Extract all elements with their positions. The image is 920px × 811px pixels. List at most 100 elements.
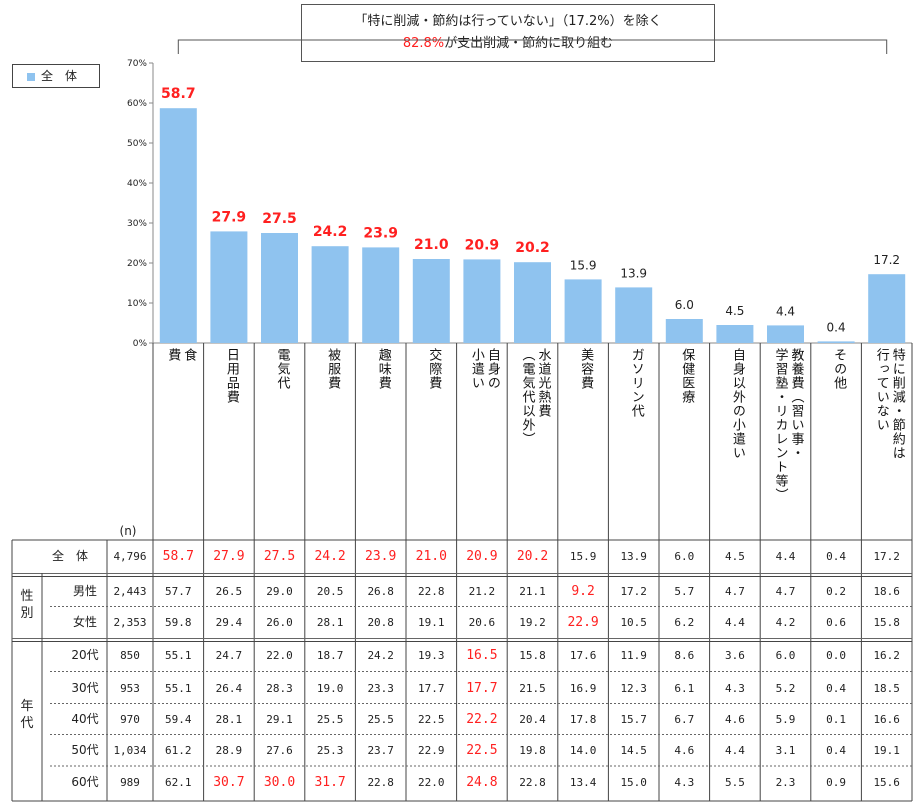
bar-value-label: 4.4 — [776, 304, 795, 318]
group-label-gender: 性 — [20, 589, 33, 604]
table-cell: 55.1 — [165, 649, 192, 662]
table-cell: 4.4 — [725, 616, 745, 629]
table-cell: 28.9 — [216, 744, 243, 757]
category-label: 自身の 小遣い — [468, 348, 500, 390]
table-cell: 31.7 — [314, 775, 345, 790]
table-cell: 16.2 — [873, 649, 900, 662]
category-label: 保健医療 — [679, 348, 695, 404]
callout-line-1: 「特に削減・節約は行っていない」（17.2%）を除く — [354, 14, 662, 29]
table-cell: 0.9 — [826, 776, 846, 789]
table-cell: 61.2 — [165, 744, 192, 757]
row-label: 60代 — [71, 775, 98, 789]
category-label: 教養費（習い事・ 学習塾・リカレント等） — [772, 348, 804, 502]
table-cell: 25.3 — [317, 744, 344, 757]
table-cell: 22.8 — [367, 776, 394, 789]
table-cell: 21.5 — [519, 682, 546, 695]
table-cell: 15.7 — [620, 713, 647, 726]
table-cell: 27.5 — [264, 549, 295, 564]
row-n: 1,034 — [113, 744, 146, 757]
bar — [210, 231, 248, 343]
table-cell: 18.7 — [317, 649, 344, 662]
y-tick-label: 60% — [127, 99, 147, 109]
legend: 全 体 — [12, 64, 100, 88]
table-cell: 26.8 — [367, 585, 394, 598]
legend-label: 全 体 — [41, 69, 78, 83]
group-label-age: 代 — [20, 716, 33, 731]
table-cell: 13.9 — [620, 550, 647, 563]
bar-value-label: 24.2 — [313, 224, 348, 240]
legend-swatch — [27, 72, 35, 81]
table-cell: 22.9 — [418, 744, 445, 757]
table-cell: 9.2 — [571, 584, 594, 599]
table-cell: 59.8 — [165, 616, 192, 629]
bar-value-label: 17.2 — [873, 253, 900, 267]
table-cell: 23.9 — [365, 549, 396, 564]
table-cell: 17.8 — [570, 713, 597, 726]
bar-value-label: 20.9 — [465, 237, 500, 253]
bar-value-label: 27.9 — [212, 209, 247, 225]
table-cell: 6.0 — [674, 550, 694, 563]
table-cell: 26.4 — [216, 682, 243, 695]
bar — [665, 319, 703, 343]
table-cell: 4.5 — [725, 550, 745, 563]
table-cell: 29.4 — [216, 616, 243, 629]
table-cell: 20.2 — [517, 549, 548, 564]
table-cell: 22.0 — [418, 776, 445, 789]
table-cell: 0.4 — [826, 744, 846, 757]
bar — [564, 279, 602, 343]
table-cell: 59.4 — [165, 713, 192, 726]
table-cell: 16.6 — [873, 713, 900, 726]
table-cell: 29.1 — [266, 713, 293, 726]
row-label: 50代 — [71, 743, 98, 757]
table-cell: 23.7 — [367, 744, 394, 757]
table-cell: 58.7 — [163, 549, 194, 564]
table-cell: 20.6 — [469, 616, 496, 629]
table-cell: 20.4 — [519, 713, 546, 726]
bar — [159, 108, 197, 343]
table-cell: 15.6 — [873, 776, 900, 789]
n-header: (n) — [120, 524, 137, 538]
table-cell: 26.5 — [216, 585, 243, 598]
table-cell: 0.4 — [826, 550, 846, 563]
y-tick-label: 40% — [127, 179, 147, 189]
bar-value-label: 13.9 — [620, 266, 647, 280]
table-cell: 28.1 — [216, 713, 243, 726]
table-cell: 12.3 — [620, 682, 647, 695]
table-cell: 0.1 — [826, 713, 846, 726]
table-cell: 6.2 — [674, 616, 694, 629]
table-cell: 27.9 — [213, 549, 244, 564]
y-tick-label: 10% — [127, 299, 147, 309]
bar — [767, 325, 804, 343]
category-label: 趣味費 — [375, 348, 391, 390]
table-cell: 62.1 — [165, 776, 192, 789]
table-cell: 19.3 — [418, 649, 445, 662]
row-label: 30代 — [71, 681, 98, 695]
row-n: 989 — [120, 776, 140, 789]
category-label: 美容費 — [578, 348, 594, 390]
table-cell: 15.8 — [873, 616, 900, 629]
table-cell: 5.7 — [674, 585, 694, 598]
table-cell: 3.1 — [776, 744, 796, 757]
category-label: 特に削減・節約は 行っていない — [873, 348, 905, 460]
table-cell: 22.5 — [466, 743, 497, 758]
bar — [868, 274, 906, 343]
table-cell: 25.5 — [317, 713, 344, 726]
y-tick-label: 70% — [127, 59, 147, 69]
table-cell: 19.1 — [418, 616, 445, 629]
table-cell: 11.9 — [620, 649, 647, 662]
y-tick-label: 30% — [127, 219, 147, 229]
row-n: 850 — [120, 649, 140, 662]
table-cell: 0.4 — [826, 682, 846, 695]
table-cell: 4.4 — [725, 744, 745, 757]
row-n: 970 — [120, 713, 140, 726]
table-cell: 28.1 — [317, 616, 344, 629]
table-cell: 14.0 — [570, 744, 597, 757]
category-label: 被服費 — [325, 348, 341, 390]
group-label-gender: 別 — [20, 606, 33, 621]
row-label: 20代 — [71, 648, 98, 662]
table-cell: 22.5 — [418, 713, 445, 726]
table-cell: 4.4 — [776, 550, 796, 563]
table-cell: 6.7 — [674, 713, 694, 726]
table-cell: 22.0 — [266, 649, 293, 662]
